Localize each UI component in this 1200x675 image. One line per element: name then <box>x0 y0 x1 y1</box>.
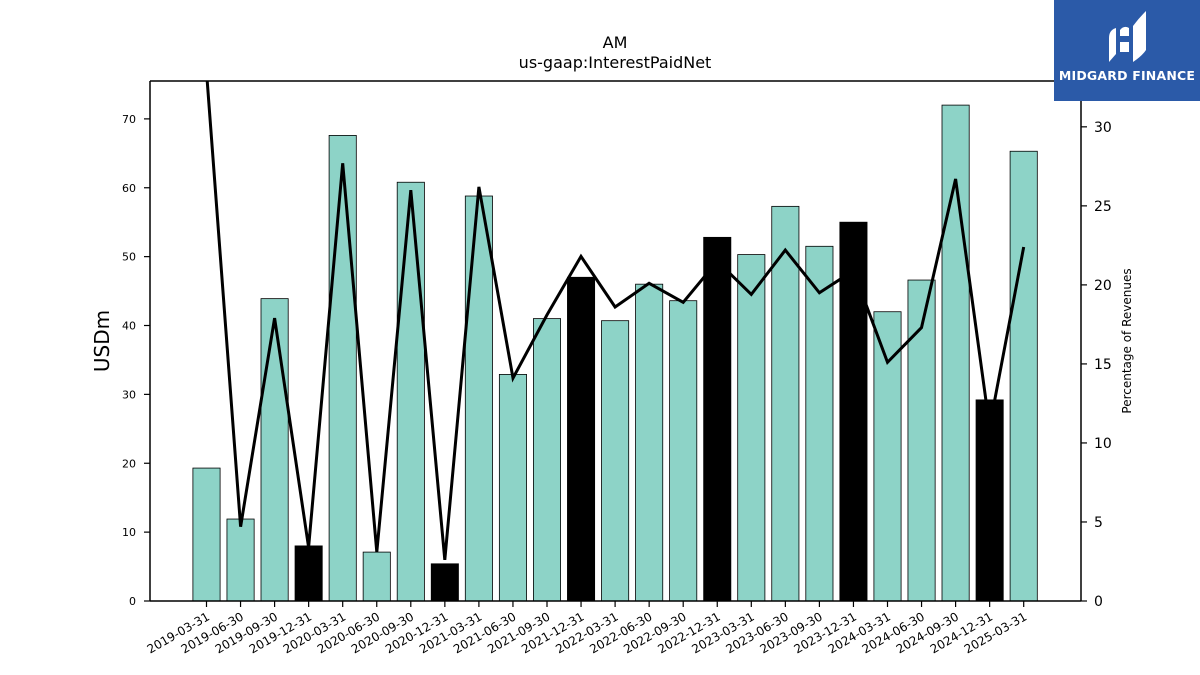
y-tick-label: 60 <box>122 182 136 195</box>
bars-layer <box>192 104 1038 602</box>
chart-subtitle: us-gaap:InterestPaidNet <box>519 53 712 72</box>
y-axis-label: USDm <box>90 310 114 372</box>
bar-2025-03-31 <box>1009 150 1038 602</box>
y2-tick-label: 5 <box>1094 515 1103 531</box>
bar-2024-06-30 <box>907 279 936 602</box>
y-tick-label: 30 <box>122 388 136 401</box>
logo-mark-icon <box>1109 11 1146 62</box>
y-tick-label: 10 <box>122 526 136 539</box>
bar-2023-03-31 <box>737 254 766 602</box>
bar-2023-06-30 <box>771 205 800 602</box>
bar-2021-09-30 <box>533 318 562 602</box>
y2-tick-label: 0 <box>1094 594 1103 610</box>
bar-2023-12-31 <box>839 221 868 602</box>
y-tick-label: 20 <box>122 457 136 470</box>
y2-tick-label: 25 <box>1094 199 1112 215</box>
y-tick-label: 50 <box>122 251 136 264</box>
bar-2024-12-31 <box>975 399 1004 602</box>
brand-logo: MIDGARD FINANCE <box>1054 0 1200 101</box>
bar-2021-06-30 <box>498 374 527 602</box>
bar-2019-12-31 <box>294 545 323 602</box>
bar-2022-12-31 <box>703 236 732 602</box>
bar-2019-03-31 <box>192 467 221 602</box>
y2-tick-label: 10 <box>1094 436 1112 452</box>
y2-tick-label: 30 <box>1094 120 1112 136</box>
y-tick-label: 0 <box>129 595 136 608</box>
bar-2022-03-31 <box>601 320 630 602</box>
bar-2024-03-31 <box>873 311 902 602</box>
bar-2019-09-30 <box>260 298 289 602</box>
bar-2020-03-31 <box>328 135 357 602</box>
bar-2021-03-31 <box>464 195 493 602</box>
y-tick-label: 40 <box>122 320 136 333</box>
bar-2022-06-30 <box>635 283 664 602</box>
bar-2020-09-30 <box>396 181 425 602</box>
y-tick-label: 70 <box>122 113 136 126</box>
chart-title: AM <box>603 33 628 52</box>
bar-2022-09-30 <box>669 300 698 602</box>
bar-2020-06-30 <box>362 551 391 602</box>
logo-text: MIDGARD FINANCE <box>1058 68 1196 83</box>
percentage-line <box>205 81 1026 561</box>
y2-tick-label: 20 <box>1094 278 1112 294</box>
bar-2021-12-31 <box>567 276 596 602</box>
y2-tick-label: 15 <box>1094 357 1112 373</box>
line-layer <box>205 81 1026 561</box>
bar-2020-12-31 <box>430 563 459 602</box>
y2-axis-label: Percentage of Revenues <box>1120 268 1134 413</box>
bar-2023-09-30 <box>805 245 834 602</box>
bar-2019-06-30 <box>226 518 255 602</box>
